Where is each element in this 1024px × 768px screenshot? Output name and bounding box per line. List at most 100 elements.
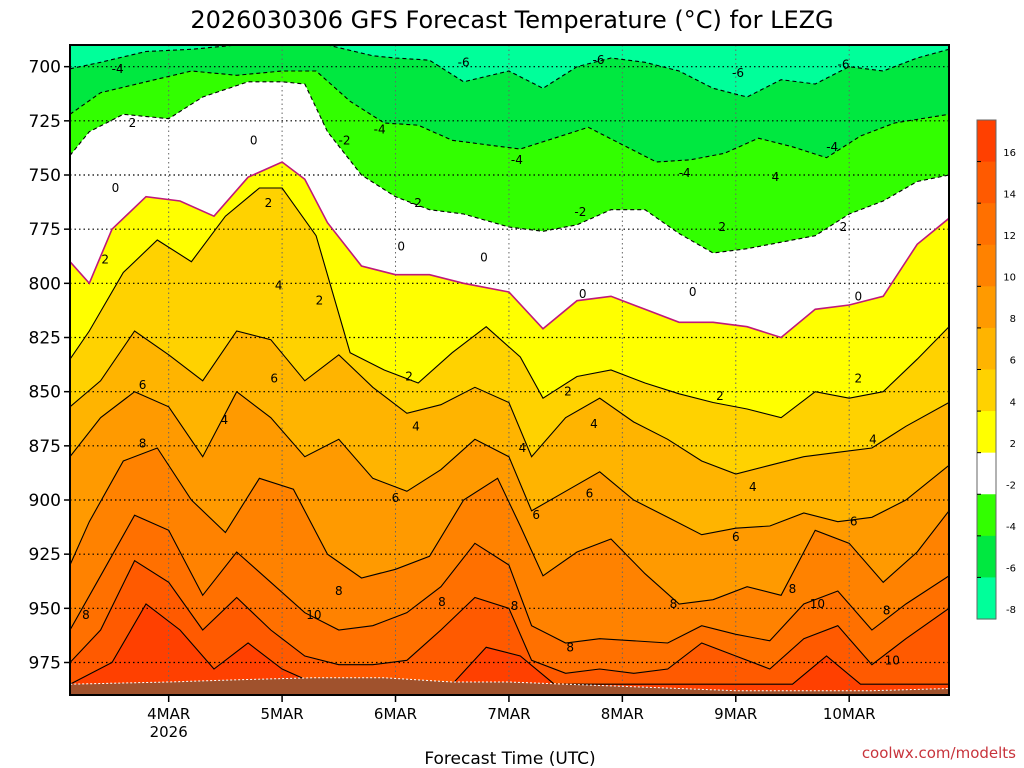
contour-label: -4 (374, 123, 386, 137)
isotherm-6 (70, 390, 949, 536)
x-tick-label: 7MAR (487, 705, 530, 723)
colorbar-label: 10 (1003, 273, 1016, 284)
contour-label: 2 (716, 389, 724, 403)
x-tick-label: 6MAR (374, 705, 417, 723)
y-tick-label: 725 (29, 112, 61, 132)
contour-label: 0 (397, 240, 405, 254)
y-axis: 700 725 750 775 800 825 850 875 900 925 950 975 (29, 58, 70, 674)
contour-label: 2 (101, 253, 109, 267)
contour-label: 2 (265, 196, 273, 210)
contour-label: -2 (410, 196, 422, 210)
y-tick-label: 825 (29, 329, 61, 349)
isotherm-lines (70, 45, 949, 685)
colorbar-label: -6 (1006, 564, 1016, 575)
contour-label: 8 (670, 597, 678, 611)
y-tick-label: 800 (29, 274, 61, 294)
contour-label: 8 (511, 599, 519, 613)
colorbar-label: -2 (1006, 481, 1016, 492)
contour-labels: -4 2 0 2 0 -2 -4 2 4 2 6 4 6 8 8 10 8 -2 0 0 2 4 6 8 -6 -4 -2 -6 2 4 4… (82, 53, 900, 667)
contour-label: 2 (718, 220, 726, 234)
colorbar-label: -4 (1006, 522, 1016, 533)
colorbar-swatch (977, 411, 996, 454)
contour-label: 4 (869, 432, 877, 446)
contour-label: 0 (112, 181, 120, 195)
y-tick-label: 875 (29, 437, 61, 457)
ground-fill (70, 677, 949, 695)
isotherm--2 (70, 81, 949, 254)
contour-label: -6 (458, 55, 470, 69)
isotherm-8 (70, 447, 949, 605)
contour-label: 4 (772, 170, 780, 184)
colorbar-swatch (977, 535, 996, 579)
isotherm-12 (70, 559, 949, 674)
contour-label: -6 (732, 66, 744, 80)
contour-label: 4 (412, 419, 420, 433)
y-tick-label: 850 (29, 383, 61, 403)
colorbar-swatch (977, 161, 996, 204)
contour-label: 6 (139, 378, 147, 392)
y-tick-label: 775 (29, 220, 61, 240)
contour-label: 2 (316, 294, 324, 308)
x-tick-label: 10MAR (823, 705, 876, 723)
colorbar-swatch (977, 577, 996, 620)
x-tick-label: 4MAR (147, 705, 190, 723)
colorbar-swatch (977, 369, 996, 412)
colorbar-label: 8 (1010, 314, 1016, 325)
colorbar-swatch (977, 244, 996, 287)
contour-label: 8 (438, 595, 446, 609)
contour-label: -6 (593, 53, 605, 67)
y-tick-label: 750 (29, 166, 61, 186)
contour-label: 4 (519, 441, 527, 455)
contour-label: -4 (679, 166, 691, 180)
colorbar-label: 14 (1003, 189, 1016, 200)
contour-label: -6 (838, 58, 850, 72)
isotherm-2 (70, 187, 949, 419)
contour-label: 8 (82, 608, 90, 622)
contour-label: 8 (566, 640, 574, 654)
isotherm--4 (70, 70, 949, 163)
contour-label: 6 (586, 487, 594, 501)
colorbar-swatch (977, 286, 996, 329)
temperature-bands (70, 45, 949, 695)
contour-label: 0 (854, 289, 862, 303)
contour-label: 10 (810, 597, 825, 611)
contour-label: 6 (270, 372, 278, 386)
contour-label: 4 (220, 413, 228, 427)
colorbar-swatch (977, 494, 996, 537)
source-credit: coolwx.com/modelts (862, 744, 1016, 762)
y-tick-label: 700 (29, 58, 61, 78)
contour-label: 0 (480, 250, 488, 264)
colorbar-swatch (977, 120, 996, 163)
gridlines (70, 45, 949, 695)
contour-label: 6 (392, 491, 400, 505)
contour-label: 2 (405, 370, 413, 384)
y-tick-label: 975 (29, 654, 61, 674)
x-tick-year: 2026 (150, 723, 188, 741)
colorbar-label: 12 (1003, 231, 1016, 242)
contour-label: -2 (339, 133, 351, 147)
contour-label: 0 (689, 285, 697, 299)
band-above-12 (70, 560, 949, 695)
colorbar-swatch (977, 327, 996, 371)
contour-label: 2 (840, 220, 848, 234)
contour-label: -4 (112, 62, 124, 76)
colorbar-label: 2 (1010, 439, 1016, 450)
colorbar-swatch (977, 203, 996, 246)
colorbar-label: 4 (1010, 397, 1016, 408)
contour-label: 2 (854, 372, 862, 386)
x-axis-title: Forecast Time (UTC) (424, 749, 595, 768)
x-tick-label: 5MAR (261, 705, 304, 723)
contour-label: 6 (850, 515, 858, 529)
contour-label: -4 (511, 153, 523, 167)
isotherm-0 (70, 161, 949, 339)
y-tick-label: 900 (29, 491, 61, 511)
contour-label: 4 (749, 480, 757, 494)
colorbar-swatch (977, 452, 996, 495)
isotherm-10 (70, 514, 949, 644)
contour-label: 0 (579, 287, 587, 301)
contour-label: 8 (139, 437, 147, 451)
x-tick-label: 9MAR (714, 705, 757, 723)
y-tick-label: 950 (29, 599, 61, 619)
